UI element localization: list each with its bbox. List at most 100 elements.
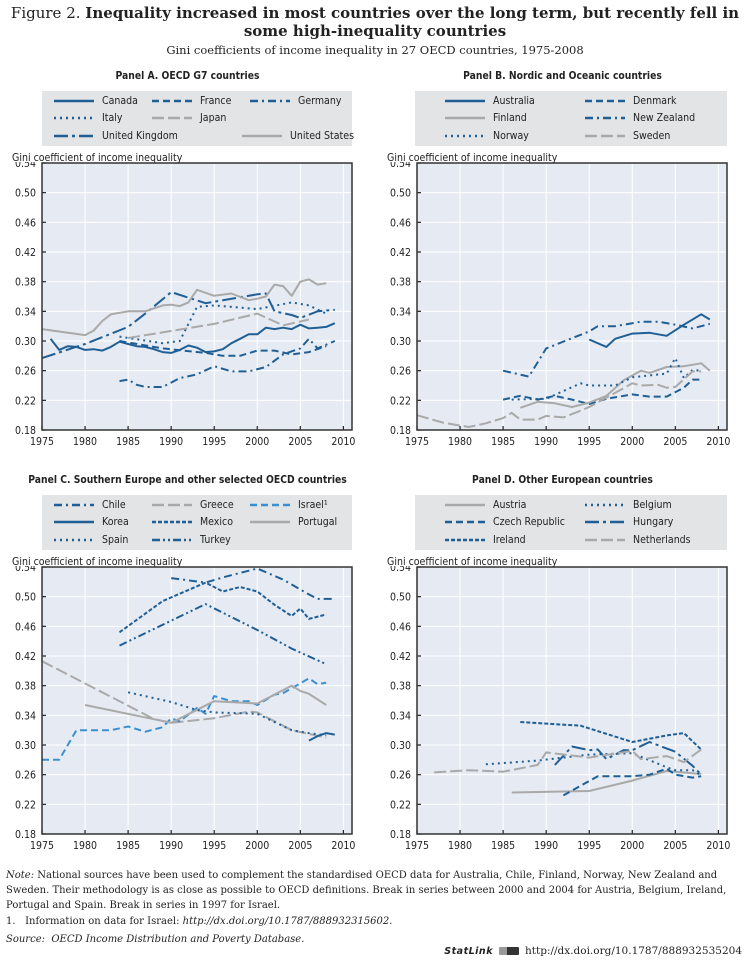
legend-item: Belgium (585, 496, 676, 513)
note-label: Note: (6, 870, 35, 881)
y-tick-label: 0.38 (15, 681, 36, 693)
y-tick-label: 0.22 (390, 800, 411, 812)
legend-label: Austria (493, 498, 527, 511)
source-label: Source: (6, 934, 45, 945)
legend-swatch (585, 99, 625, 102)
statlink: StatLink http://dx.doi.org/10.1787/88893… (444, 945, 742, 957)
series-line-united-states (41, 278, 327, 337)
y-tick-label: 0.18 (15, 426, 36, 438)
legend-label: Denmark (633, 94, 677, 107)
x-tick-label: 1975 (405, 841, 429, 853)
y-tick-label: 0.30 (390, 337, 411, 349)
series-line-spain (127, 691, 327, 737)
x-tick-label: 1990 (534, 437, 558, 449)
statlink-url[interactable]: http://dx.doi.org/10.1787/888932535204 (525, 945, 742, 957)
x-tick-label: 2010 (706, 437, 730, 449)
legend-label: Finland (493, 112, 527, 124)
legend-swatch (250, 99, 290, 102)
legend-label: Greece (200, 498, 234, 511)
y-tick-label: 0.54 (15, 566, 36, 574)
legend-swatch (585, 538, 625, 541)
y-tick-label: 0.30 (390, 741, 411, 753)
x-tick-label: 1995 (577, 437, 601, 449)
legend-swatch (152, 538, 192, 541)
x-tick-label: 1975 (30, 437, 54, 449)
legend-item: Portugal (250, 514, 342, 531)
legend-item: Finland (445, 110, 531, 127)
figure-subtitle: Gini coefficients of income inequality i… (166, 43, 584, 57)
series-line-mexico (118, 581, 327, 634)
legend-item: Turkey (152, 531, 234, 548)
x-tick-label: 2000 (620, 437, 644, 449)
y-tick-label: 0.30 (15, 337, 36, 349)
legend-swatch (445, 99, 485, 102)
plot-area: 0.18 0.22 0.26 0.30 0.34 0.38 0.42 0.46 0.50 0.54… (15, 162, 355, 449)
legend-label: Spain (102, 533, 129, 546)
x-tick-label: 1980 (448, 841, 472, 853)
legend-item: Norway (445, 127, 533, 144)
footnote-number: 1. (6, 916, 16, 927)
legend-item: Australia (445, 92, 539, 109)
legend-swatch (585, 503, 625, 506)
legend-item: Denmark (585, 92, 681, 109)
legend-label: Hungary (633, 516, 674, 528)
plot-area: 0.18 0.22 0.26 0.30 0.34 0.38 0.42 0.46 0.50 0.54… (390, 162, 730, 449)
legend-item: Korea (54, 514, 132, 531)
panel-title: Panel C. Southern Europe and other selec… (28, 474, 347, 486)
figure-title-text: Inequality increased in most countries o… (85, 4, 740, 40)
y-tick-label: 0.46 (15, 622, 36, 634)
legend: Canada France Germany Italy Japan United King… (42, 91, 354, 146)
x-tick-label: 2005 (288, 841, 312, 853)
panel-a: Panel A. OECD G7 countries Canada France G… (0, 64, 375, 459)
y-tick-label: 0.50 (390, 188, 411, 200)
x-tick-label: 1995 (577, 841, 601, 853)
legend-swatch (445, 116, 485, 120)
source-text: OECD Income Distribution and Poverty Dat… (51, 934, 305, 945)
series-line-hungary (554, 741, 702, 776)
panel-title: Panel B. Nordic and Oceanic countries (463, 70, 662, 82)
figure-number: Figure 2. (10, 4, 81, 22)
y-tick-label: 0.38 (15, 277, 36, 289)
panel-title: Panel D. Other European countries (472, 474, 653, 486)
y-tick-label: 0.34 (15, 711, 36, 723)
legend-item: Israel¹ (250, 496, 331, 513)
legend-item: New Zealand (585, 110, 702, 127)
legend-label: Korea (102, 516, 129, 528)
notes: Note: National sources have been used to… (6, 868, 746, 947)
legend-item: Canada (54, 92, 142, 109)
y-tick-label: 0.54 (15, 162, 36, 170)
panel-b: Panel B. Nordic and Oceanic countries Au… (375, 64, 750, 459)
y-tick-label: 0.34 (390, 711, 411, 723)
footnote-link[interactable]: http://dx.doi.org/10.1787/888932315602. (182, 916, 393, 927)
plot-frame (416, 162, 728, 431)
legend-swatch (54, 520, 94, 524)
legend-swatch (445, 538, 485, 541)
x-tick-label: 1985 (116, 437, 140, 449)
figure-title: Figure 2. Inequality increased in most c… (0, 4, 750, 40)
legend-label: Israel¹ (298, 498, 328, 511)
note: Note: National sources have been used to… (6, 868, 746, 913)
y-tick-label: 0.34 (390, 307, 411, 319)
legend-label: Czech Republic (493, 516, 565, 528)
y-tick-label: 0.30 (15, 741, 36, 753)
y-tick-label: 0.26 (15, 770, 36, 782)
series-line-belgium (485, 752, 702, 777)
legend-item: Netherlands (585, 531, 697, 548)
legend-label: Mexico (200, 516, 234, 528)
series-line-japan (127, 312, 310, 339)
footnote-text: Information on data for Israel: (25, 916, 183, 927)
x-tick-label: 2010 (331, 437, 355, 449)
legend: Austria Belgium Czech Republic Hungary Irela… (415, 495, 727, 550)
legend-label: France (200, 94, 232, 107)
series-line-czech-republic (562, 767, 702, 797)
statlink-logo-icon (499, 947, 520, 955)
plot-background (42, 567, 352, 834)
y-tick-label: 0.18 (15, 830, 36, 842)
series-line-netherlands (434, 748, 702, 774)
legend-label: Portugal (298, 516, 338, 528)
note-text: National sources have been used to compl… (6, 870, 727, 911)
y-tick-label: 0.38 (390, 681, 411, 693)
y-tick-label: 0.42 (390, 652, 411, 664)
x-tick-label: 1975 (30, 841, 54, 853)
legend-label: New Zealand (633, 112, 696, 124)
